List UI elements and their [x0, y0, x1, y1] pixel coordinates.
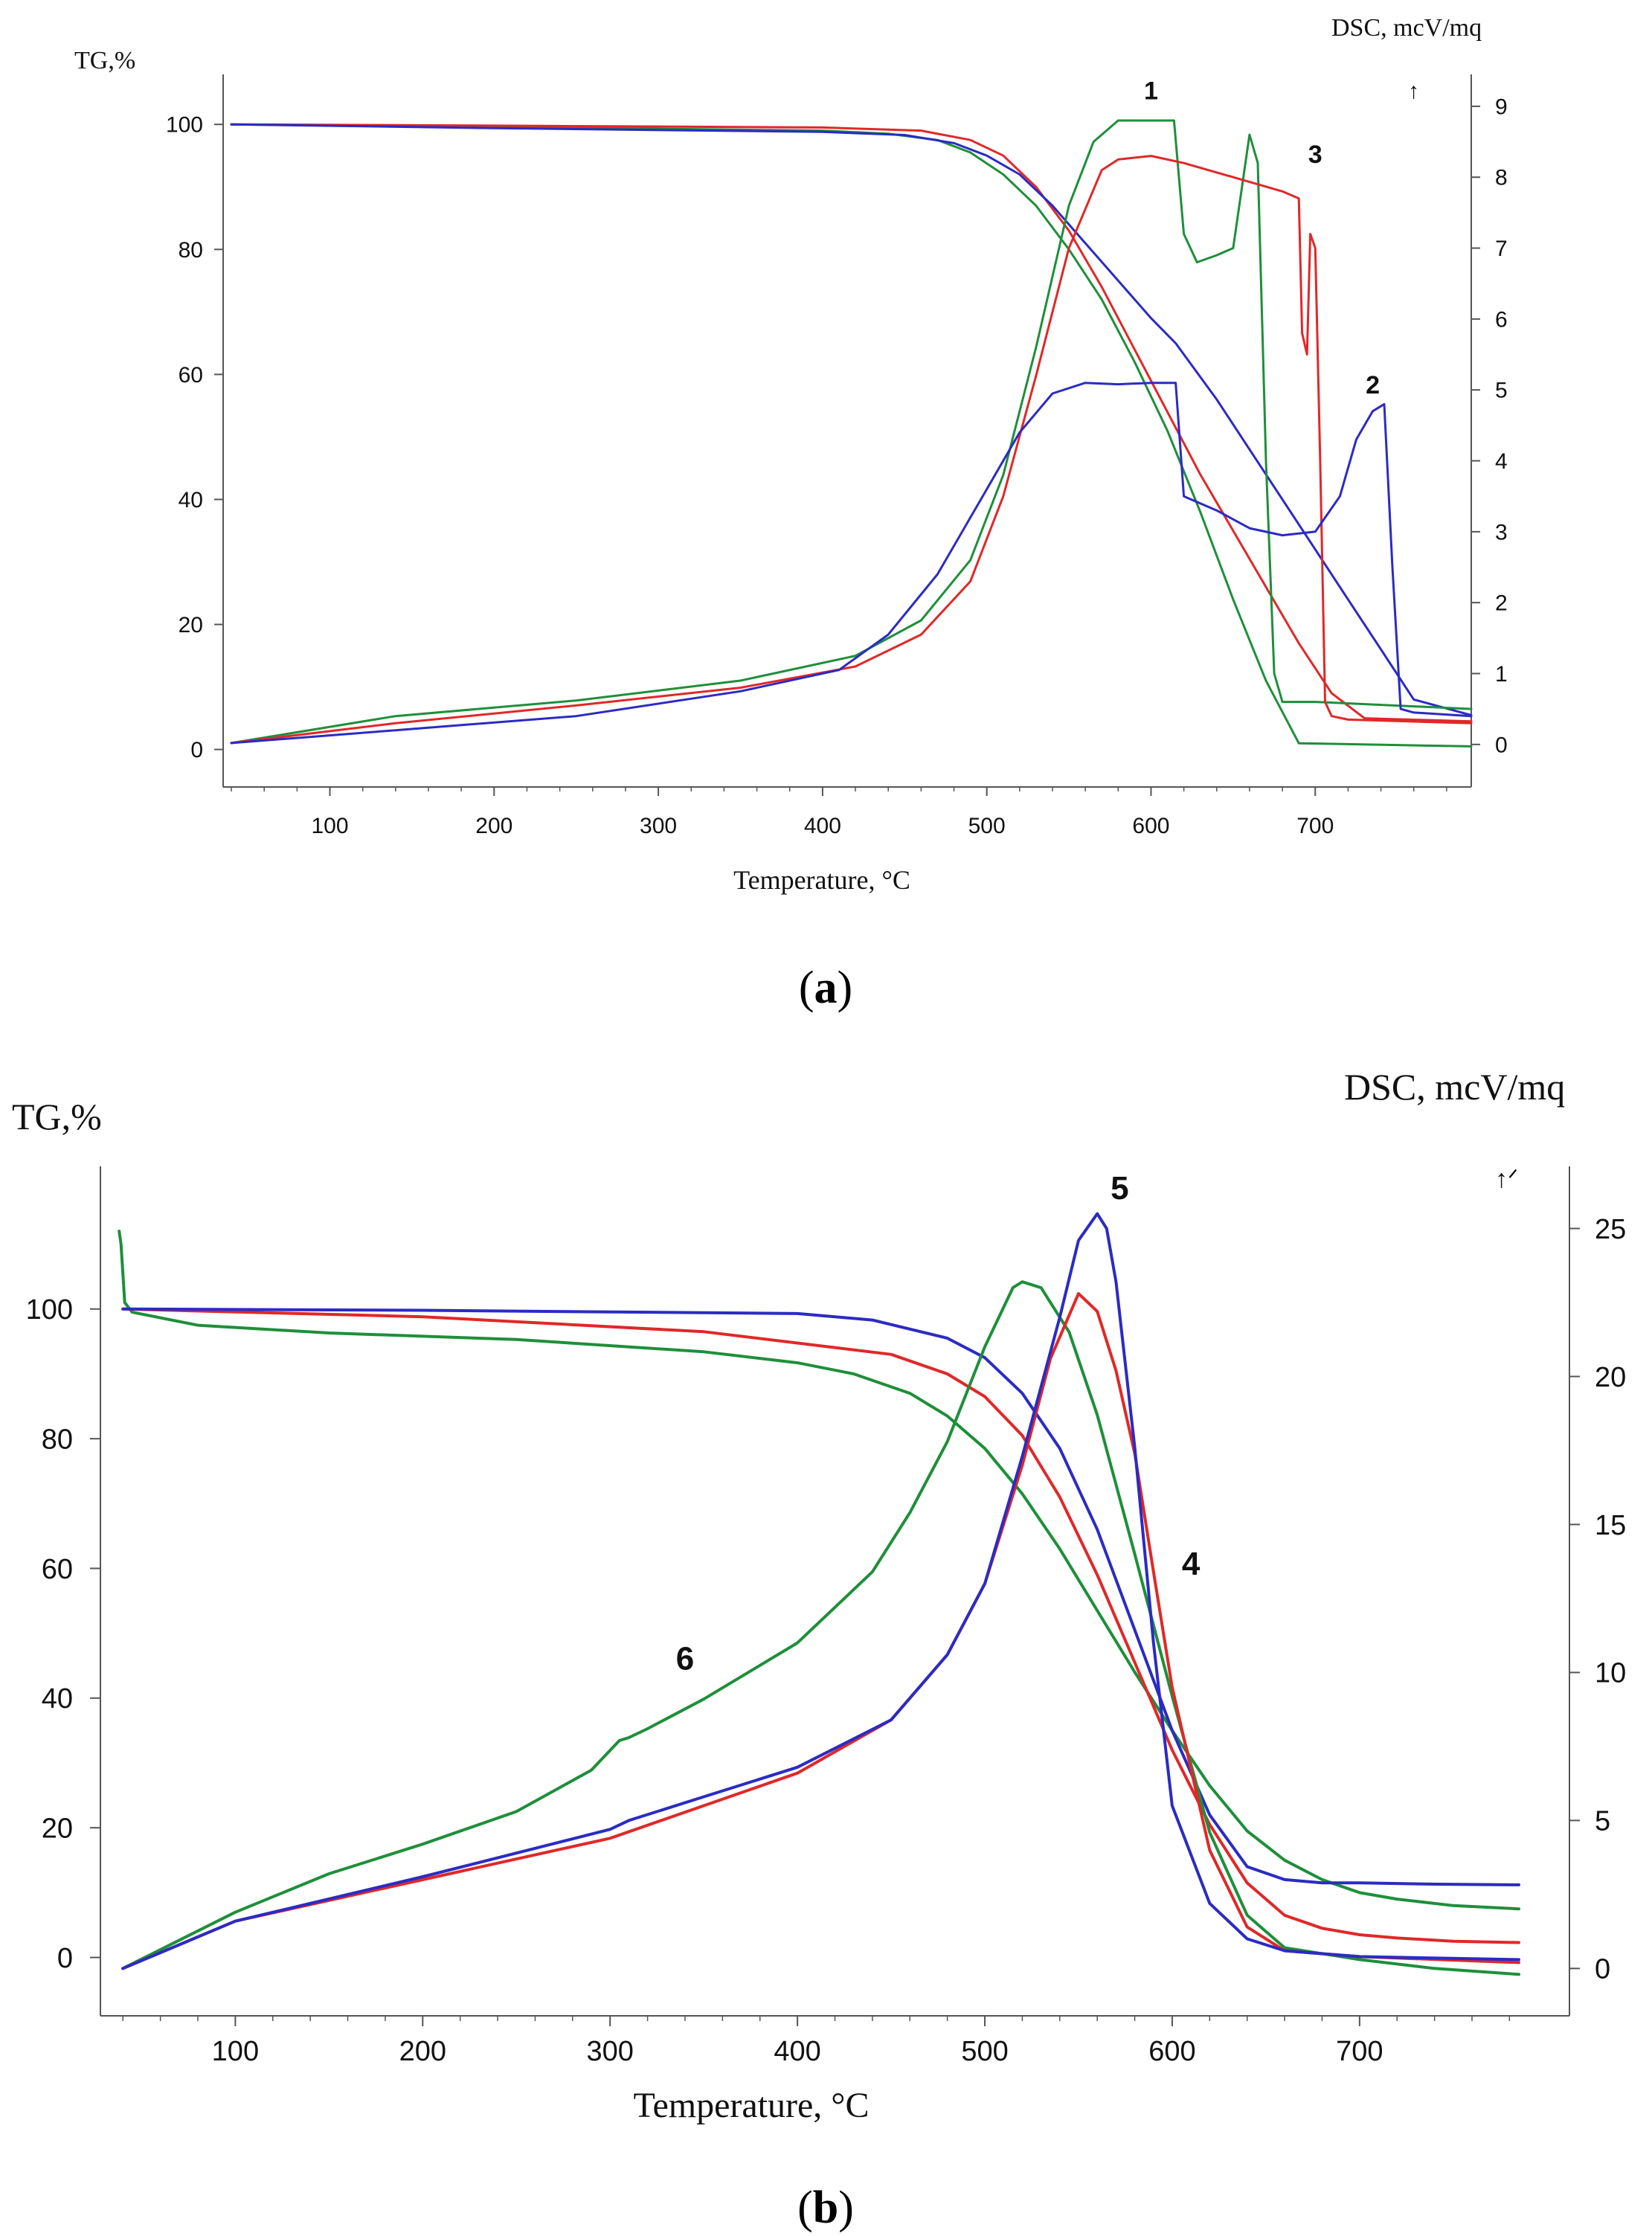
y-left-tick-label: 20 — [42, 1813, 73, 1844]
y-right-tick-label: 0 — [1595, 1954, 1610, 1985]
y-right-tick-label: 7 — [1495, 237, 1508, 261]
x-tick-label: 600 — [1132, 814, 1169, 838]
arrow-up-icon: ↑ᐟ — [1495, 1165, 1518, 1193]
panel-caption-a: (a) — [799, 963, 852, 1013]
arrow-up-icon: ↑ — [1408, 79, 1419, 103]
x-tick-label: 100 — [212, 2036, 259, 2067]
x-tick-label: 400 — [774, 2036, 820, 2067]
y-left-tick-label: 0 — [57, 1943, 73, 1974]
x-tick-label: 200 — [475, 814, 512, 838]
x-axis-label: Temperature, °C — [733, 865, 910, 895]
series-line-dsc-2 — [230, 382, 1473, 745]
y-right-tick-label: 1 — [1495, 662, 1508, 687]
x-tick-label: 200 — [399, 2036, 446, 2067]
y-right-tick-label: 6 — [1495, 307, 1508, 332]
y-right-tick-label: 3 — [1495, 520, 1508, 544]
y-left-tick-label: 40 — [179, 488, 203, 513]
x-tick-label: 500 — [968, 814, 1006, 838]
y-right-tick-label: 4 — [1495, 449, 1508, 474]
y-right-tick-label: 5 — [1495, 379, 1508, 403]
x-tick-label: 100 — [311, 814, 348, 838]
y-axis-left-label: TG,% — [74, 47, 135, 74]
y-right-tick-label: 20 — [1595, 1362, 1626, 1393]
x-tick-label: 400 — [804, 814, 841, 838]
y-left-tick-label: 100 — [166, 113, 203, 138]
series-line-dsc-5 — [121, 1212, 1520, 1970]
series-line-dsc-4 — [121, 1292, 1520, 1970]
series-line-tg-3 — [230, 123, 1473, 723]
y-right-tick-label: 9 — [1495, 94, 1508, 119]
curve-label-5: 5 — [1111, 1170, 1128, 1207]
y-right-tick-label: 15 — [1595, 1510, 1626, 1541]
x-tick-label: 300 — [640, 814, 677, 838]
y-left-tick-label: 60 — [179, 363, 203, 388]
y-right-tick-label: 2 — [1495, 591, 1508, 616]
y-left-tick-label: 100 — [26, 1294, 73, 1326]
series-line-tg-6 — [118, 1230, 1520, 1911]
y-right-tick-label: 8 — [1495, 166, 1508, 190]
y-left-tick-label: 80 — [42, 1424, 73, 1455]
y-left-tick-label: 80 — [179, 238, 203, 263]
y-left-tick-label: 40 — [42, 1683, 73, 1715]
curve-label-6: 6 — [676, 1640, 694, 1677]
x-tick-label: 500 — [961, 2036, 1008, 2067]
series-line-dsc-6 — [121, 1280, 1520, 1976]
y-right-tick-label: 5 — [1595, 1806, 1610, 1837]
series-line-dsc-3 — [230, 155, 1473, 745]
chart-panel-b: TG,% DSC, mcV/mq ↑ᐟ Temperature, °C 100 2… — [12, 1066, 1626, 2125]
y-right-tick-label: 25 — [1595, 1214, 1626, 1245]
y-left-tick-label: 0 — [190, 738, 203, 762]
y-right-tick-label: 10 — [1595, 1658, 1626, 1689]
x-axis-label: Temperature, °C — [633, 2086, 869, 2125]
y-axis-left-label: TG,% — [12, 1096, 102, 1137]
y-left-tick-label: 60 — [42, 1554, 73, 1585]
y-axis-right-label: DSC, mcV/mq — [1331, 14, 1482, 42]
x-tick-label: 700 — [1336, 2036, 1383, 2067]
y-axis-right-label: DSC, mcV/mq — [1344, 1066, 1565, 1108]
x-tick-label: 700 — [1296, 814, 1334, 838]
curve-label-1: 1 — [1144, 77, 1158, 105]
y-left-tick-label: 20 — [179, 613, 203, 637]
series-line-tg-4 — [121, 1307, 1520, 1944]
x-tick-label: 300 — [587, 2036, 634, 2067]
series-line-tg-2 — [230, 123, 1473, 716]
chart-panel-a: TG,% DSC, mcV/mq ↑ Temperature, °C 100 20… — [74, 14, 1508, 895]
y-right-tick-label: 0 — [1495, 733, 1508, 757]
curve-label-3: 3 — [1308, 141, 1322, 169]
panel-caption-b: (b) — [797, 2182, 854, 2233]
series-line-tg-5 — [121, 1307, 1520, 1886]
curve-label-4: 4 — [1182, 1546, 1201, 1582]
curve-label-2: 2 — [1366, 371, 1380, 399]
x-tick-label: 600 — [1148, 2036, 1195, 2067]
